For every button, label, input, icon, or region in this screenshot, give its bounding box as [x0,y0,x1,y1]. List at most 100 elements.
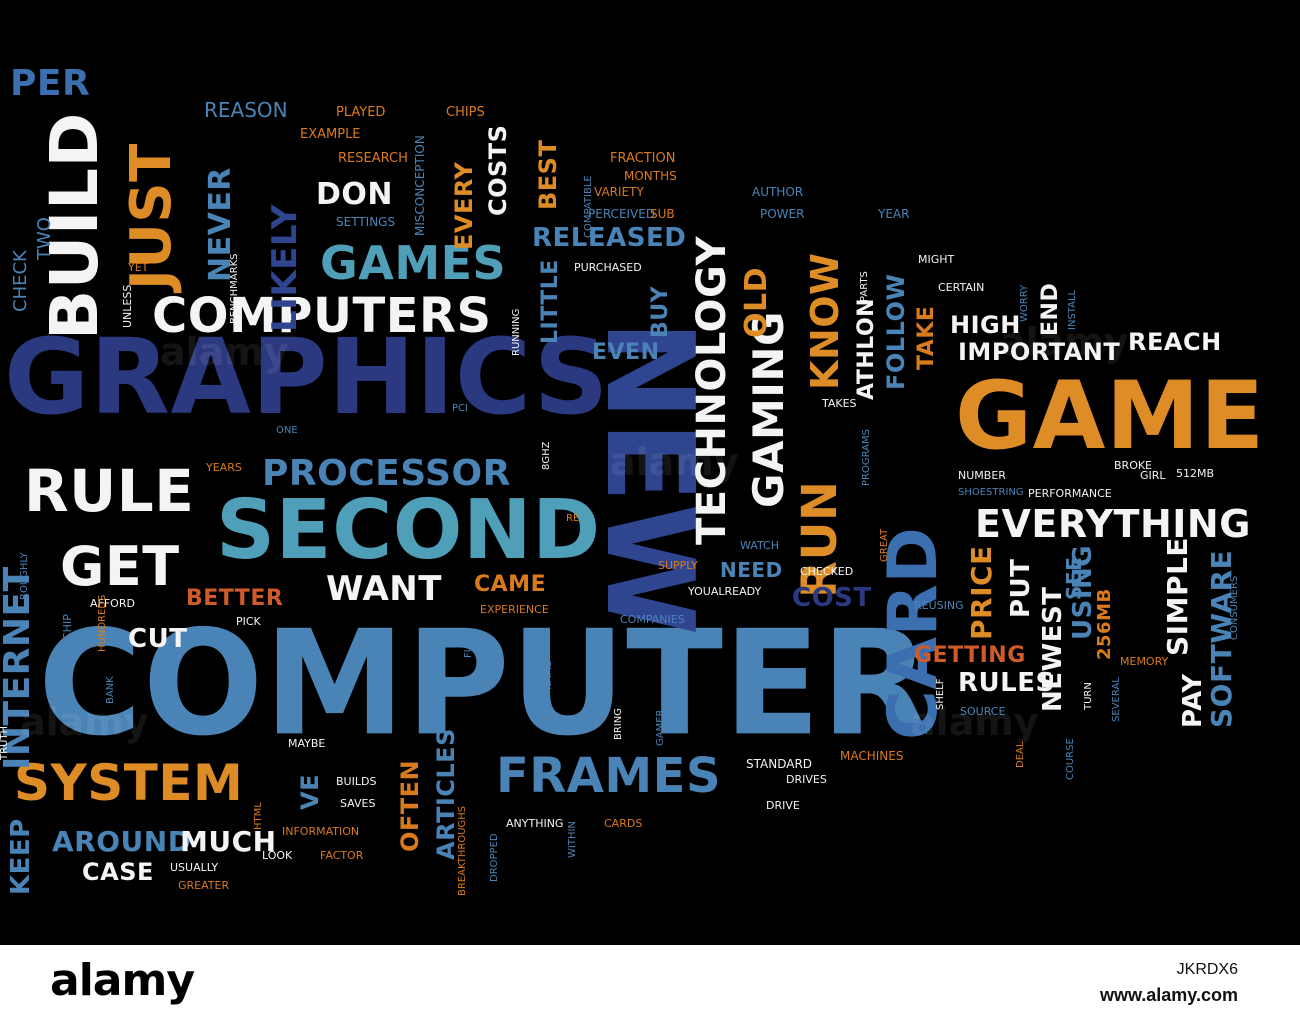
word-articles: ARTICLES [432,728,460,860]
word-parts: PARTS [859,271,870,302]
word-getting: GETTING [914,643,1026,668]
word-came: CAME [474,572,547,597]
word-running: RUNNING [511,308,522,356]
watermark: alamy [20,700,149,744]
word-sub: SUB [650,207,675,221]
word-html: HTML [253,802,264,830]
word-two: TWO [34,217,55,260]
word-graphics: GRAPHICS [4,316,610,438]
word-pci: PCI [452,403,468,414]
word-need: NEED [720,558,783,582]
stock-footer: alamy JKRDX6 www.alamy.com [0,945,1300,1028]
word-re: RE [566,513,580,524]
word-system: SYSTEM [14,754,244,812]
word-gaming: GAMING [744,310,793,508]
word-great: GREAT [879,528,890,562]
word-truth: TRUTH [0,725,10,760]
word-follow: FOLLOW [882,273,910,390]
word-saves: SAVES [340,797,376,810]
word-fraction: FRACTION [610,151,676,166]
word-important: IMPORTANT [958,338,1121,366]
word-check: CHECK [10,250,31,312]
word-consumers: CONSUMERS [1229,575,1240,640]
word-example: EXAMPLE [300,127,361,142]
word-months: MONTHS [624,169,677,183]
word-frames: FRAMES [496,748,722,804]
word-checked: CHECKED [800,565,854,578]
word-perceived: PERCEIVED [588,207,656,221]
word-worry: WORRY [1019,284,1030,322]
word-anything: ANYTHING [506,817,564,830]
image-id: JKRDX6 [1176,961,1238,978]
word-several: SEVERAL [1111,677,1122,722]
word-drives: DRIVES [786,773,827,786]
word-cut: CUT [128,624,188,654]
word-supply: SUPPLY [658,559,698,572]
word-watch: WATCH [740,539,779,552]
alamy-logo: alamy [50,955,195,1006]
word-information: INFORMATION [282,825,360,838]
word-games: GAMES [320,236,507,290]
word-8ghz: 8GHZ [541,441,552,470]
word-chips: CHIPS [446,105,485,120]
word-much: MUCH [180,825,277,858]
word-certain: CERTAIN [938,281,985,294]
word-see: SEE [1062,556,1086,600]
word-512mb: 512MB [1176,467,1215,480]
word-high: HIGH [950,311,1021,339]
word-know: KNOW [803,252,847,390]
word-misconception: MISCONCEPTION [413,135,427,236]
word-rules: RULES [958,668,1055,698]
word-computer: COMPUTER [38,599,931,769]
word-cloud: COMPUTER GRAPHICS GAME NEW SECOND CARD B… [0,66,1264,897]
watermark: alamy [160,330,289,374]
word-ve: VE [296,774,324,810]
word-every: EVERY [450,161,478,250]
word-hundreds: HUNDREDS [97,594,108,652]
word-chip: CHIP [61,614,74,640]
word-girl: GIRL [1140,469,1166,482]
word-played: PLAYED [336,105,386,120]
word-pick: PICK [236,615,261,628]
word-released: RELEASED [532,223,687,253]
word-around: AROUND [52,825,192,858]
watermark: alamy [1000,320,1129,364]
word-source: SOURCE [960,705,1006,718]
word-youalready: YOUALREADY [688,585,762,598]
word-drive: DRIVE [766,799,800,812]
word-usually: USUALLY [170,861,219,874]
word-little: LITTLE [538,259,563,344]
word-bring: BRING [613,708,624,740]
word-experience: EXPERIENCE [480,603,549,616]
word-one: ONE [276,425,298,436]
word-standard: STANDARD [746,757,813,771]
word-breakthroughs: BREAKTHROUGHS [457,805,468,896]
word-full: FULL [463,633,474,658]
word-variety: VARIETY [594,185,644,199]
word-take: TAKE [914,305,939,370]
word-builds: BUILDS [336,775,377,788]
word-within: WITHIN [567,821,578,858]
word-often: OFTEN [396,759,424,852]
word-shoestring: SHOESTRING [958,487,1024,498]
word-maybe: MAYBE [288,737,326,750]
word-computers: COMPUTERS [152,288,492,344]
word-research: RESEARCH [338,151,408,166]
word-put: PUT [1006,558,1036,618]
word-don: DON [316,177,394,212]
word-programs: PROGRAMS [861,429,872,486]
word-machines: MACHINES [840,749,904,763]
word-everything: EVERYTHING [975,502,1251,546]
word-reusing: REUSING [914,599,964,612]
word-athlon: ATHLON [854,297,879,400]
word-memory: MEMORY [1120,655,1169,668]
word-look: LOOK [262,849,293,862]
word-turn: TURN [1083,682,1094,710]
word-gamer: GAMER [655,709,666,746]
word-dropped: DROPPED [489,833,500,882]
word-years: YEARS [206,461,242,474]
word-companies: COMPANIES [620,613,685,626]
word-rule: RULE [24,457,195,525]
word-performance: PERFORMANCE [1028,487,1112,500]
word-purchased: PURCHASED [574,261,642,274]
